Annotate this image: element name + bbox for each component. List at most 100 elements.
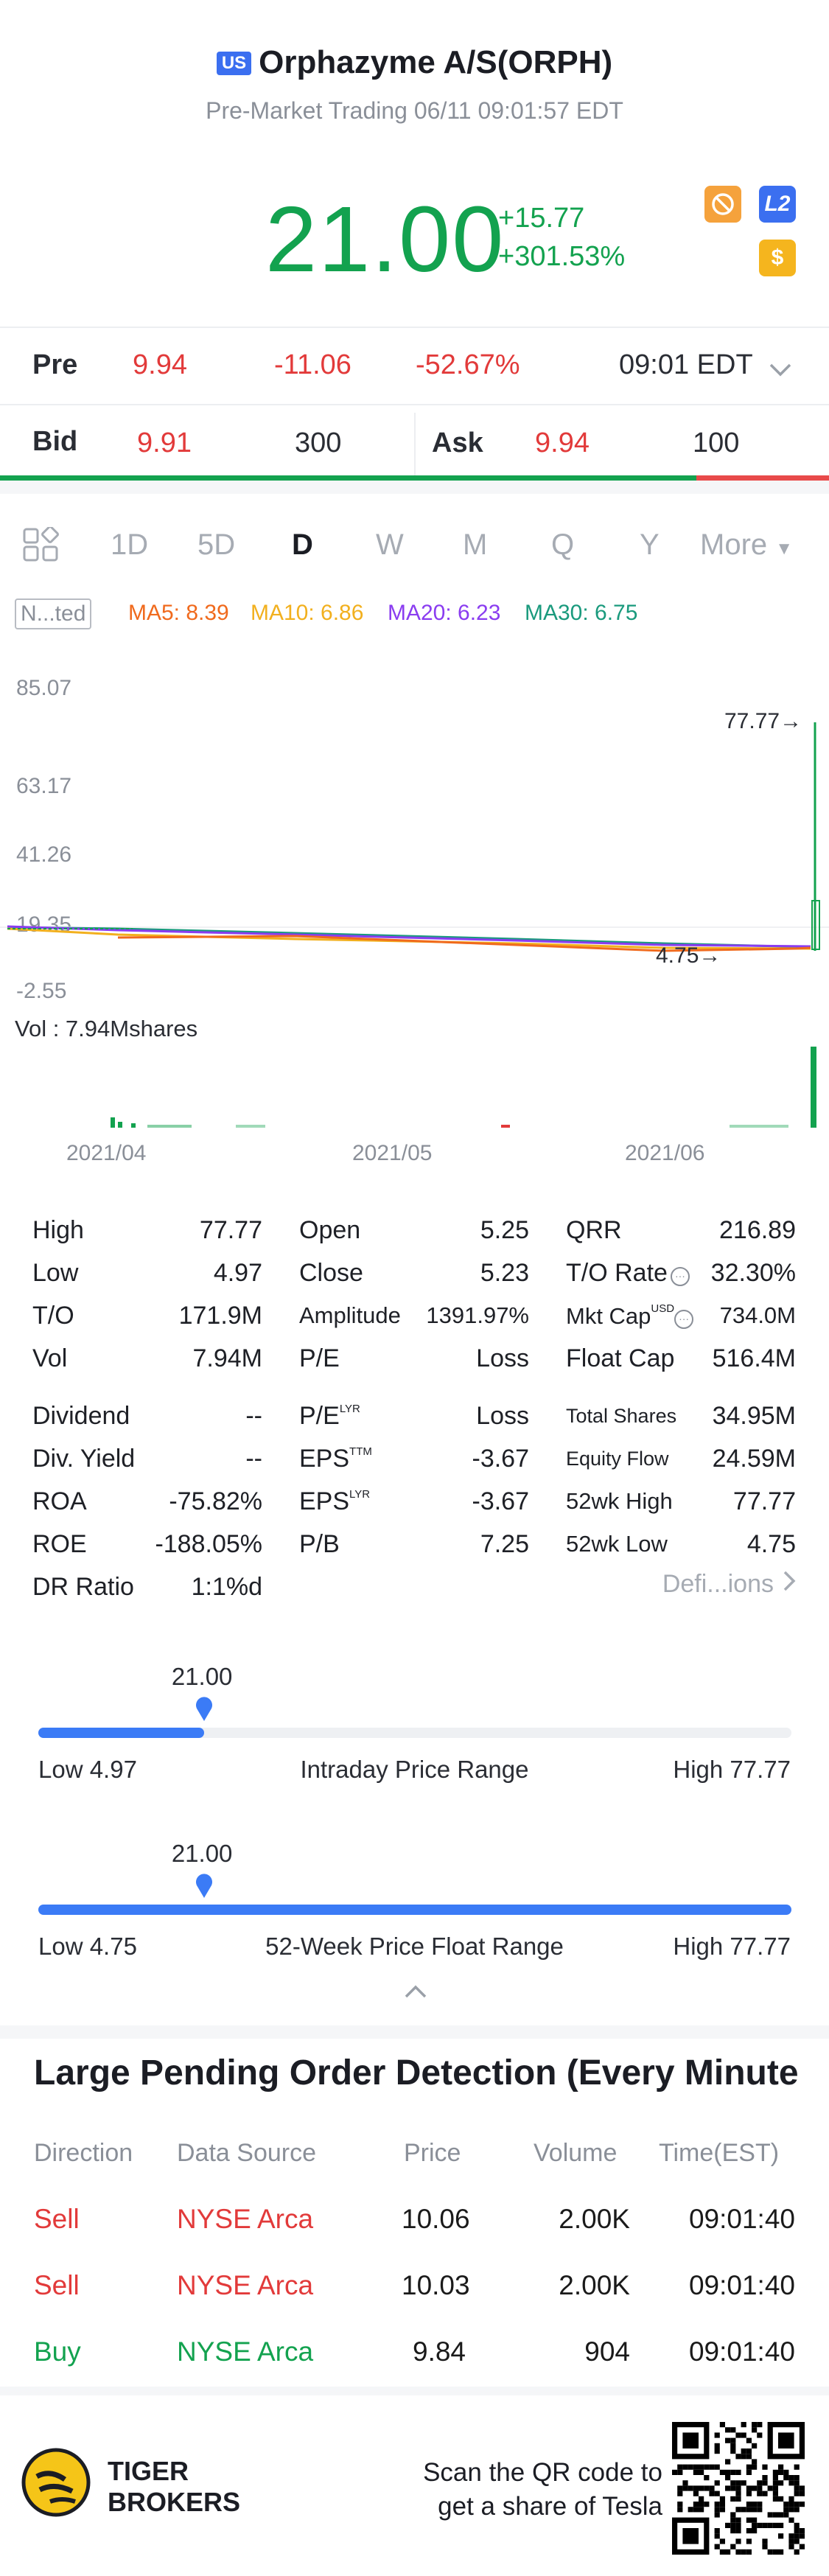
trading-status: Pre-Market Trading 06/11 09:01:57 EDT bbox=[206, 97, 623, 124]
tab-y[interactable]: Y bbox=[640, 528, 660, 561]
info-icon[interactable]: ··· bbox=[670, 1266, 690, 1286]
stat-value: 734.0M bbox=[719, 1302, 796, 1328]
label-sup: LYR bbox=[339, 1402, 360, 1415]
range-high: High 77.77 bbox=[673, 1756, 791, 1783]
stat-value: Loss bbox=[476, 1344, 529, 1372]
stat-label-text: EPS bbox=[299, 1487, 350, 1515]
volume-bar bbox=[111, 1117, 115, 1128]
qr-code-icon[interactable] bbox=[672, 2422, 805, 2555]
brand-line2: BROKERS bbox=[108, 2487, 241, 2517]
stat-turnover-rate[interactable]: T/O Rate ··· 32.30% bbox=[566, 1252, 796, 1294]
stats-column-3b: Total Shares 34.95M Equity Flow 24.59M 52w… bbox=[566, 1395, 796, 1602]
pre-change-percent: -52.67% bbox=[416, 349, 520, 380]
stat-label: P/B bbox=[299, 1529, 340, 1558]
adjust-toggle[interactable]: N...ted bbox=[15, 598, 92, 629]
collapse-chevron-up-icon[interactable] bbox=[404, 1984, 427, 2003]
week52-range: 21.00 Low 4.75 52-Week Price Float Range… bbox=[0, 1828, 829, 1961]
ma5-value: MA5: 8.39 bbox=[128, 601, 229, 625]
stat-label: T/O bbox=[32, 1301, 74, 1330]
stat-label: Dividend bbox=[32, 1401, 130, 1430]
info-icon[interactable]: ··· bbox=[674, 1309, 694, 1329]
stat-label-text: P/E bbox=[299, 1401, 340, 1430]
table-row[interactable]: Sell NYSE Arca 10.06 2.00K 09:01:40 bbox=[0, 2204, 829, 2248]
definitions-link[interactable]: Defi...ions bbox=[566, 1566, 796, 1602]
candlestick-chart[interactable] bbox=[0, 663, 829, 1135]
stat-dividend: Dividend -- bbox=[32, 1395, 262, 1437]
ask-label: Ask bbox=[432, 427, 483, 458]
no-shorting-icon[interactable] bbox=[704, 186, 741, 223]
ma30-value: MA30: 6.75 bbox=[525, 601, 638, 625]
high-marker-value: 77.77 bbox=[724, 709, 780, 733]
stat-value: -75.82% bbox=[169, 1487, 262, 1515]
cta-line2: get a share of Tesla bbox=[438, 2492, 662, 2521]
stat-value: 516.4M bbox=[712, 1344, 796, 1372]
divider bbox=[414, 413, 416, 479]
definitions-label: Defi...ions bbox=[662, 1569, 774, 1598]
table-row[interactable]: Sell NYSE Arca 10.03 2.00K 09:01:40 bbox=[0, 2270, 829, 2314]
stat-label: Mkt CapUSD··· bbox=[566, 1302, 694, 1330]
low-marker: 4.75→ bbox=[656, 943, 721, 968]
low-marker-value: 4.75 bbox=[656, 943, 699, 968]
section-gap bbox=[0, 481, 829, 494]
tab-more[interactable]: More ▼ bbox=[700, 528, 793, 562]
order-volume: 904 bbox=[584, 2336, 630, 2367]
label-sup: LYR bbox=[349, 1487, 371, 1501]
stat-float-cap: Float Cap 516.4M bbox=[566, 1337, 796, 1380]
chevron-down-icon[interactable] bbox=[768, 354, 793, 385]
stat-value: 4.75 bbox=[746, 1529, 796, 1558]
stat-label: High bbox=[32, 1215, 84, 1244]
order-price: 10.06 bbox=[402, 2204, 470, 2234]
volume-bars bbox=[111, 1047, 816, 1128]
range-title: 52-Week Price Float Range bbox=[265, 1933, 564, 1960]
stock-title: Orphazyme A/S(ORPH) bbox=[259, 44, 613, 80]
order-volume: 2.00K bbox=[559, 2204, 630, 2234]
y-tick: 19.35 bbox=[16, 912, 72, 937]
qr-cta: Scan the QR code to get a share of Tesla bbox=[423, 2456, 662, 2524]
intraday-range: 21.00 Low 4.97 Intraday Price Range High… bbox=[0, 1651, 829, 1784]
bid-ratio-fill bbox=[0, 475, 696, 481]
y-tick: 63.17 bbox=[16, 774, 72, 798]
stat-label: Low bbox=[32, 1258, 79, 1287]
stat-value: -- bbox=[245, 1401, 262, 1430]
tab-d[interactable]: D bbox=[292, 528, 313, 561]
table-row[interactable]: Buy NYSE Arca 9.84 904 09:01:40 bbox=[0, 2336, 829, 2381]
large-order-title: Large Pending Order Detection (Every Min… bbox=[34, 2053, 799, 2092]
layout-grid-icon[interactable] bbox=[22, 526, 60, 570]
tab-5d[interactable]: 5D bbox=[197, 528, 236, 561]
tab-more-label: More bbox=[700, 528, 768, 561]
stats-column-1b: Dividend -- Div. Yield -- ROA -75.82% ROE -1… bbox=[32, 1395, 262, 1608]
tab-m[interactable]: M bbox=[463, 528, 488, 561]
ask-ratio-fill bbox=[696, 475, 829, 481]
stat-dr-ratio: DR Ratio 1:1%d bbox=[32, 1566, 262, 1608]
stat-label: EPSLYR bbox=[299, 1487, 370, 1516]
col-header-source: Data Source bbox=[177, 2139, 316, 2167]
range-low: Low 4.97 bbox=[38, 1756, 137, 1783]
tiger-logo-icon bbox=[21, 2447, 91, 2521]
stat-label: T/O Rate ··· bbox=[566, 1259, 690, 1288]
dollar-icon[interactable]: $ bbox=[759, 240, 796, 276]
stat-label: P/ELYR bbox=[299, 1402, 360, 1431]
tab-q[interactable]: Q bbox=[551, 528, 575, 561]
x-tick: 2021/05 bbox=[352, 1141, 433, 1165]
stat-value: 32.30% bbox=[710, 1258, 796, 1287]
market-badge: US bbox=[216, 52, 252, 75]
tab-1d[interactable]: 1D bbox=[111, 528, 149, 561]
volume-bar bbox=[811, 1047, 816, 1128]
stat-label: P/E bbox=[299, 1344, 340, 1372]
pre-price: 9.94 bbox=[133, 349, 187, 380]
divider bbox=[0, 404, 829, 405]
caret-down-icon: ▼ bbox=[775, 539, 794, 559]
level2-icon[interactable]: L2 bbox=[759, 186, 796, 223]
stat-turnover: T/O 171.9M bbox=[32, 1294, 262, 1337]
change-percent: +301.53% bbox=[498, 241, 626, 272]
stat-value: -3.67 bbox=[472, 1444, 530, 1473]
tab-w[interactable]: W bbox=[376, 528, 404, 561]
stat-market-cap[interactable]: Mkt CapUSD··· 734.0M bbox=[566, 1294, 796, 1337]
stat-value: 77.77 bbox=[199, 1215, 262, 1244]
order-volume: 2.00K bbox=[559, 2270, 630, 2300]
range-track-full bbox=[38, 1905, 791, 1915]
page-title: US Orphazyme A/S(ORPH) bbox=[0, 44, 829, 81]
ma5-line bbox=[117, 935, 811, 952]
stat-close: Close 5.23 bbox=[299, 1252, 529, 1294]
pre-market-row[interactable]: Pre 9.94 -11.06 -52.67% 09:01 EDT bbox=[0, 332, 829, 398]
